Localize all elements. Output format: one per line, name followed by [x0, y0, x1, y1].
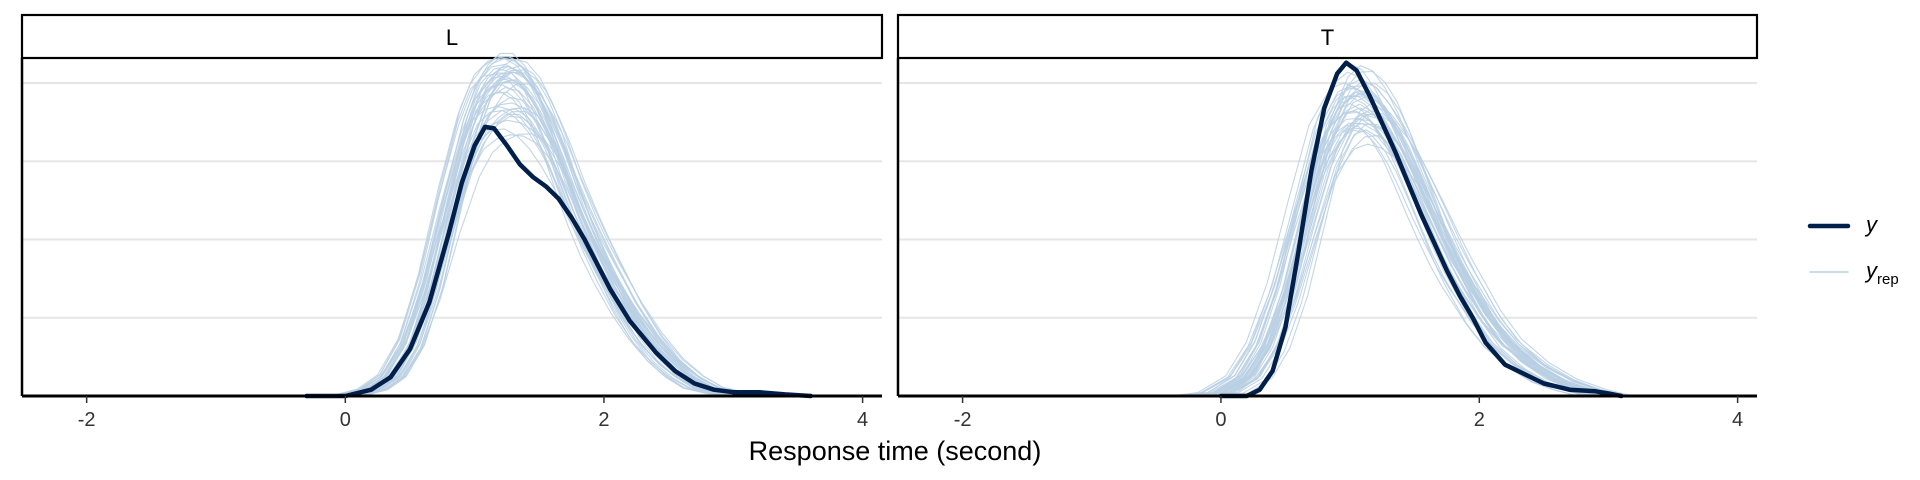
x-tick-label: -2 — [954, 409, 972, 431]
legend-label-y: y — [1864, 212, 1879, 237]
yrep-density-line — [331, 108, 768, 397]
x-tick-label: -2 — [78, 409, 96, 431]
yrep-density-line — [349, 68, 733, 397]
yrep-density-line — [1194, 102, 1593, 397]
yrep-density-line — [1175, 71, 1616, 397]
y-density-line — [304, 124, 814, 399]
x-tick-label: 2 — [1474, 409, 1485, 431]
y-density-line — [1218, 60, 1624, 399]
facet-strip — [20, 13, 884, 60]
yrep-density-line — [346, 110, 747, 397]
yrep-density-line — [1169, 82, 1616, 397]
legend: y yrep — [1807, 212, 1899, 288]
x-tick-label: 2 — [598, 409, 609, 431]
yrep-density-line — [1207, 113, 1617, 397]
panel-L: L -2 0 2 4 — [20, 13, 884, 431]
x-tick-label: 0 — [1215, 409, 1226, 431]
facet-label: L — [446, 25, 458, 50]
facet-strip — [896, 13, 1759, 60]
x-tick-label: 0 — [340, 409, 351, 431]
x-tick-label: 4 — [1732, 409, 1743, 431]
yrep-density-line — [1189, 62, 1598, 397]
x-axis-title: Response time (second) — [749, 436, 1042, 466]
yrep-density-line — [1198, 129, 1591, 397]
yrep-density-line — [1204, 109, 1627, 397]
legend-label-yrep: yrep — [1864, 258, 1899, 288]
yrep-density-line — [1213, 123, 1603, 397]
yrep-density-line — [1207, 134, 1611, 397]
yrep-density-line — [342, 105, 739, 397]
yrep-density-line — [353, 107, 759, 397]
facet-label: T — [1321, 25, 1334, 50]
yrep-density-line — [362, 79, 745, 397]
panel-T: T -2 0 2 4 — [896, 13, 1759, 431]
yrep-density-line — [1174, 117, 1614, 397]
yrep-density-line — [1192, 91, 1612, 397]
yrep-density-line — [338, 65, 773, 397]
x-tick-label: 4 — [857, 409, 868, 431]
facet-panels: L -2 0 2 4 T -2 0 2 4 — [20, 13, 1759, 431]
